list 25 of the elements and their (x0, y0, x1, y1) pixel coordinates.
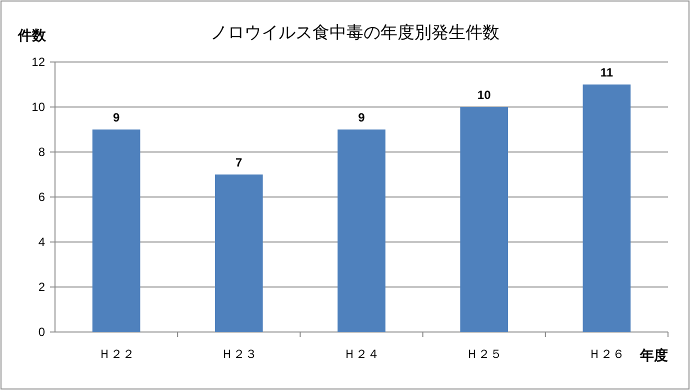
data-label: 11 (600, 66, 614, 80)
bar (582, 84, 631, 332)
x-tick-label: Ｈ２３ (220, 347, 257, 361)
bar (460, 107, 508, 332)
y-tick-label: 10 (32, 100, 46, 114)
y-axis-title: 件数 (17, 27, 47, 43)
y-tick-label: 0 (38, 325, 46, 339)
y-tick-label: 12 (32, 55, 46, 69)
data-label: 7 (236, 156, 243, 170)
data-label: 9 (112, 110, 120, 124)
x-tick-label: Ｈ２６ (588, 347, 625, 361)
data-label: 9 (358, 110, 366, 124)
x-axis-title: 年度 (639, 347, 668, 363)
bar (92, 130, 140, 332)
y-tick-label: 2 (38, 280, 46, 294)
bar (338, 130, 386, 332)
y-tick-label: 8 (38, 145, 46, 159)
x-tick-label: Ｈ２２ (98, 347, 134, 361)
data-label: 10 (477, 88, 492, 102)
bar (214, 174, 263, 332)
chart-title: ノロウイルス食中毒の年度別発生件数 (210, 23, 500, 42)
x-tick-label: Ｈ２５ (466, 347, 502, 361)
x-tick-label: Ｈ２４ (344, 347, 380, 361)
y-tick-label: 6 (38, 190, 46, 204)
y-tick-label: 4 (38, 235, 46, 249)
